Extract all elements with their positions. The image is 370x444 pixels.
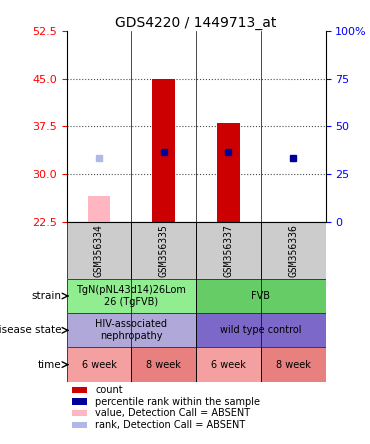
FancyBboxPatch shape xyxy=(67,348,131,382)
Text: 6 week: 6 week xyxy=(211,360,246,369)
Text: GDS4220 / 1449713_at: GDS4220 / 1449713_at xyxy=(115,16,277,30)
Text: percentile rank within the sample: percentile rank within the sample xyxy=(95,396,260,407)
Bar xyxy=(72,387,87,393)
Text: FVB: FVB xyxy=(251,291,270,301)
FancyBboxPatch shape xyxy=(261,348,326,382)
Bar xyxy=(72,422,87,428)
Bar xyxy=(72,398,87,404)
FancyBboxPatch shape xyxy=(67,279,196,313)
Text: GSM356334: GSM356334 xyxy=(94,224,104,277)
Text: TgN(pNL43d14)26Lom
26 (TgFVB): TgN(pNL43d14)26Lom 26 (TgFVB) xyxy=(77,285,186,307)
Text: time: time xyxy=(38,360,61,369)
Text: 8 week: 8 week xyxy=(146,360,181,369)
Text: value, Detection Call = ABSENT: value, Detection Call = ABSENT xyxy=(95,408,250,418)
Text: GSM356337: GSM356337 xyxy=(223,224,233,277)
FancyBboxPatch shape xyxy=(196,348,261,382)
Bar xyxy=(72,410,87,416)
FancyBboxPatch shape xyxy=(196,313,326,348)
Bar xyxy=(152,79,175,222)
Text: GSM356336: GSM356336 xyxy=(288,224,298,277)
Text: 8 week: 8 week xyxy=(276,360,311,369)
Text: strain: strain xyxy=(31,291,61,301)
Text: wild type control: wild type control xyxy=(220,325,302,335)
FancyBboxPatch shape xyxy=(261,222,326,279)
Bar xyxy=(217,123,240,222)
Text: count: count xyxy=(95,385,123,395)
Text: disease state: disease state xyxy=(0,325,61,335)
Text: GSM356335: GSM356335 xyxy=(159,224,169,277)
FancyBboxPatch shape xyxy=(196,222,261,279)
Text: HIV-associated
nephropathy: HIV-associated nephropathy xyxy=(95,320,167,341)
Bar xyxy=(88,196,110,222)
FancyBboxPatch shape xyxy=(131,348,196,382)
Text: 6 week: 6 week xyxy=(81,360,117,369)
FancyBboxPatch shape xyxy=(196,279,326,313)
Text: rank, Detection Call = ABSENT: rank, Detection Call = ABSENT xyxy=(95,420,245,430)
FancyBboxPatch shape xyxy=(67,313,196,348)
FancyBboxPatch shape xyxy=(67,222,131,279)
FancyBboxPatch shape xyxy=(131,222,196,279)
